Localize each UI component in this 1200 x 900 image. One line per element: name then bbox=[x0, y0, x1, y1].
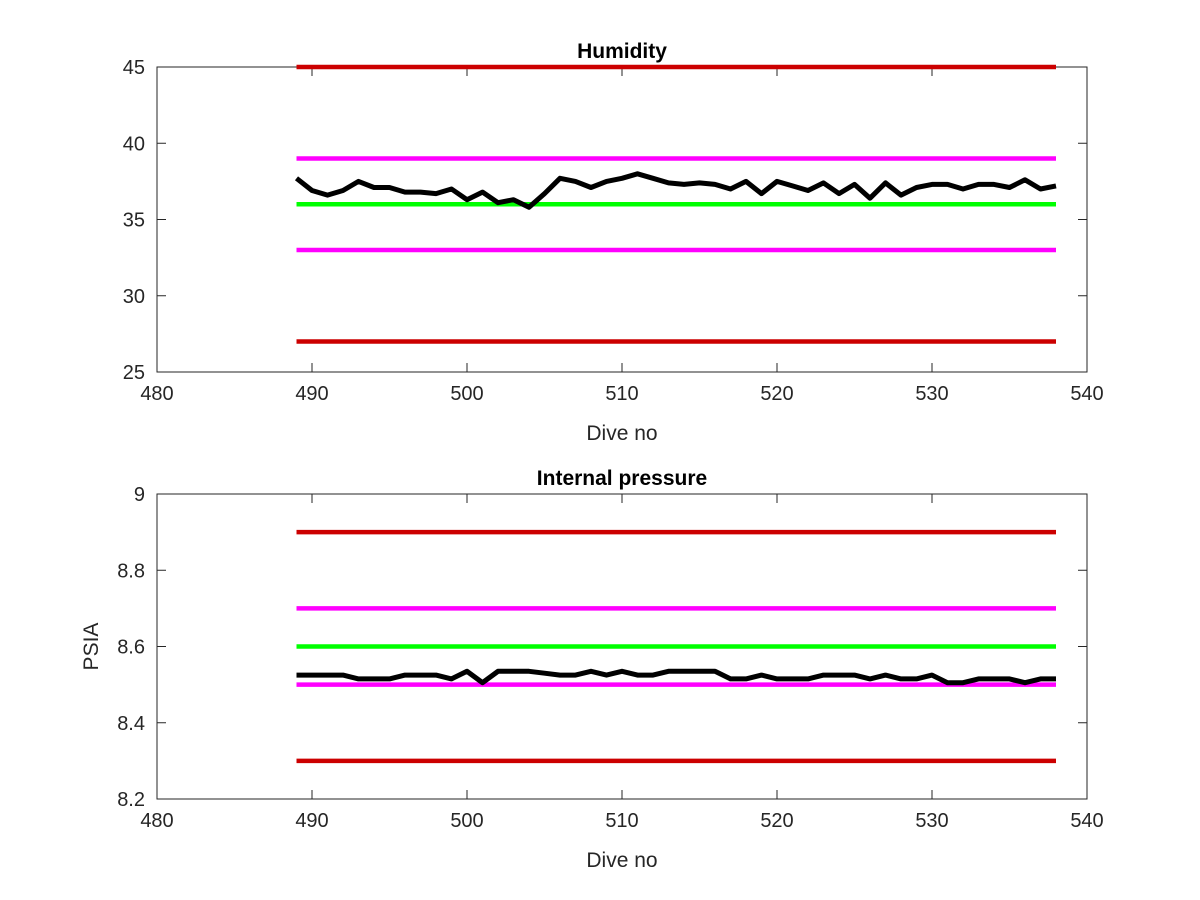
y-tick-label: 8.2 bbox=[117, 789, 145, 811]
internal-pressure-chart: 480 490 500 510 520 530 540 8.2 8.4 8.6 8.8 9 Intern… bbox=[80, 467, 1104, 872]
y-tick-label: 40 bbox=[123, 133, 145, 155]
series-line-black-5 bbox=[296, 668, 1056, 686]
x-tick-label: 490 bbox=[295, 383, 328, 405]
x-tick-label: 540 bbox=[1070, 383, 1103, 405]
y-tick-label: 35 bbox=[123, 210, 145, 232]
x-tick-label: 500 bbox=[450, 810, 483, 832]
x-tick-label: 500 bbox=[450, 383, 483, 405]
x-tick-label: 490 bbox=[295, 810, 328, 832]
y-axis-label: PSIA bbox=[80, 623, 103, 671]
y-tick-label: 8.4 bbox=[117, 713, 145, 735]
x-tick-label: 540 bbox=[1070, 810, 1103, 832]
y-tick-label: 8.6 bbox=[117, 637, 145, 659]
x-tick-label: 480 bbox=[140, 810, 173, 832]
axes-box bbox=[156, 66, 1088, 373]
y-tick-label: 8.8 bbox=[117, 560, 145, 582]
y-tick-label: 30 bbox=[123, 286, 145, 308]
chart-title: Humidity bbox=[577, 40, 667, 63]
chart-title: Internal pressure bbox=[537, 467, 707, 490]
x-tick-label: 510 bbox=[605, 383, 638, 405]
x-axis-label: Dive no bbox=[586, 422, 657, 445]
x-tick-label: 510 bbox=[605, 810, 638, 832]
x-tick-label: 520 bbox=[760, 810, 793, 832]
y-tick-label: 45 bbox=[123, 57, 145, 79]
y-tick-label: 25 bbox=[123, 362, 145, 384]
x-axis-label: Dive no bbox=[586, 849, 657, 872]
y-tick-label: 9 bbox=[134, 484, 145, 506]
x-tick-label: 520 bbox=[760, 383, 793, 405]
series-line-black-5 bbox=[294, 171, 1057, 210]
humidity-chart: 480 490 500 510 520 530 540 25 30 35 40 45 Humidity D… bbox=[123, 40, 1104, 445]
x-tick-label: 530 bbox=[915, 383, 948, 405]
x-tick-label: 530 bbox=[915, 810, 948, 832]
x-tick-label: 480 bbox=[140, 383, 173, 405]
